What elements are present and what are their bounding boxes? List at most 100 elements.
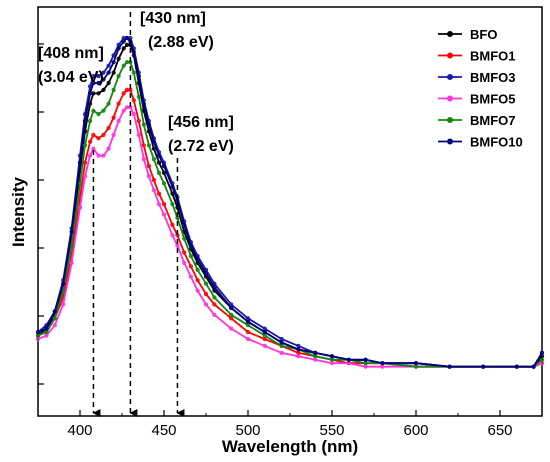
data-point bbox=[35, 330, 41, 335]
data-point bbox=[96, 112, 101, 117]
legend-label: BMFO3 bbox=[470, 70, 516, 85]
data-point bbox=[82, 143, 88, 148]
data-point bbox=[182, 236, 187, 241]
data-point bbox=[156, 170, 162, 175]
data-point bbox=[156, 191, 162, 196]
data-point bbox=[136, 118, 141, 124]
data-point bbox=[203, 291, 209, 297]
legend-label: BMFO1 bbox=[470, 49, 516, 64]
data-point bbox=[161, 163, 167, 169]
data-point bbox=[44, 326, 49, 331]
data-point bbox=[313, 350, 318, 355]
data-point bbox=[229, 326, 234, 331]
data-point bbox=[481, 364, 486, 369]
data-point bbox=[203, 281, 209, 286]
legend-swatch-marker bbox=[447, 74, 453, 80]
data-point bbox=[91, 132, 96, 137]
annotation-line: (3.04 eV) bbox=[38, 69, 104, 86]
data-point bbox=[182, 222, 187, 227]
x-tick-label: 500 bbox=[235, 422, 260, 439]
data-point bbox=[161, 212, 167, 217]
data-point bbox=[141, 143, 146, 148]
data-point bbox=[88, 153, 93, 158]
data-point bbox=[146, 174, 151, 179]
x-tick-label: 550 bbox=[319, 422, 344, 439]
data-point bbox=[121, 46, 126, 51]
data-point bbox=[212, 295, 217, 300]
data-point bbox=[151, 188, 156, 193]
legend-entry: BMFO10 bbox=[438, 135, 523, 150]
legend-entry: BMFO1 bbox=[438, 49, 516, 64]
data-point bbox=[124, 35, 130, 41]
data-point bbox=[61, 281, 66, 286]
legend-label: BMFO7 bbox=[470, 113, 516, 128]
data-point bbox=[203, 271, 209, 276]
data-point bbox=[116, 118, 121, 124]
x-tick-label: 650 bbox=[487, 422, 512, 439]
data-point bbox=[91, 80, 96, 86]
data-point bbox=[101, 77, 106, 82]
data-point bbox=[88, 139, 93, 144]
data-point bbox=[131, 112, 136, 117]
data-point bbox=[363, 357, 368, 362]
data-point bbox=[77, 205, 83, 210]
data-point bbox=[96, 74, 101, 79]
legend-swatch-marker bbox=[447, 138, 453, 145]
annotation-line: [408 nm] bbox=[38, 45, 104, 62]
data-point bbox=[131, 70, 136, 75]
data-point bbox=[69, 260, 74, 265]
legend-entry: BMFO3 bbox=[438, 70, 516, 85]
data-point bbox=[88, 91, 93, 96]
data-point bbox=[245, 319, 251, 324]
data-point bbox=[111, 87, 116, 93]
series-line bbox=[37, 37, 543, 368]
data-point bbox=[195, 267, 200, 272]
legend-swatch-marker bbox=[447, 95, 453, 102]
data-point bbox=[91, 74, 96, 79]
series-bmfo3 bbox=[35, 35, 545, 369]
data-point bbox=[245, 330, 251, 335]
data-point bbox=[121, 91, 126, 96]
data-point bbox=[146, 163, 151, 169]
peak-annotation: [430 nm] (2.88 eV) bbox=[140, 10, 214, 51]
data-point bbox=[195, 288, 200, 293]
series-bmfo5 bbox=[35, 105, 545, 369]
data-point bbox=[111, 115, 116, 120]
data-point bbox=[262, 330, 267, 335]
data-point bbox=[141, 157, 146, 162]
x-axis-title: Wavelength (nm) bbox=[222, 437, 358, 456]
annotation-line: [456 nm] bbox=[168, 114, 234, 131]
data-point bbox=[101, 153, 106, 158]
data-point bbox=[116, 74, 121, 79]
data-point bbox=[146, 122, 151, 127]
legend-swatch-marker bbox=[447, 31, 453, 37]
peak-annotation: [408 nm] (3.04 eV) bbox=[38, 45, 104, 86]
data-point bbox=[279, 350, 284, 355]
data-point bbox=[136, 132, 141, 137]
data-point bbox=[52, 323, 57, 328]
data-point bbox=[101, 87, 106, 93]
data-point bbox=[121, 63, 126, 68]
data-point bbox=[182, 260, 187, 265]
data-point bbox=[514, 364, 519, 369]
data-point bbox=[116, 46, 121, 51]
legend-entry: BFO bbox=[438, 27, 497, 42]
data-point bbox=[116, 56, 121, 61]
data-point bbox=[131, 49, 136, 54]
data-point bbox=[111, 132, 116, 137]
peak-annotation: [456 nm] (2.72 eV) bbox=[168, 114, 234, 155]
series-line bbox=[37, 89, 543, 368]
data-point bbox=[136, 74, 141, 79]
data-point bbox=[141, 101, 146, 106]
legend-swatch-marker bbox=[447, 117, 453, 123]
data-point bbox=[131, 98, 136, 103]
data-point bbox=[182, 250, 187, 255]
data-point bbox=[539, 357, 545, 362]
data-point bbox=[106, 146, 111, 151]
series-line bbox=[37, 106, 543, 368]
legend-label: BMFO10 bbox=[470, 135, 523, 150]
data-point bbox=[188, 264, 193, 269]
x-tick-label: 600 bbox=[403, 422, 428, 439]
peak-marker-lines bbox=[92, 12, 185, 417]
